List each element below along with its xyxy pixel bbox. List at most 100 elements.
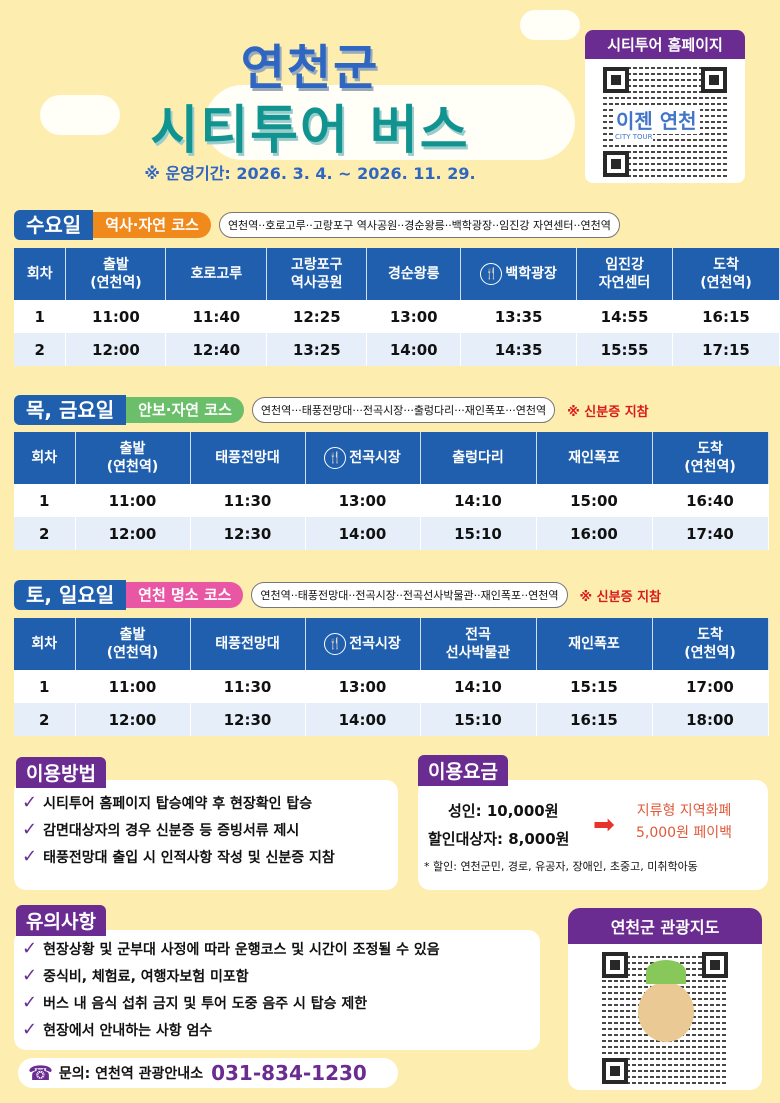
phone-icon: ☎ (28, 1061, 53, 1085)
fees-title: 이용요금 (418, 755, 508, 786)
table-cell: 13:00 (305, 484, 421, 517)
check-icon: ✓ (22, 965, 38, 986)
table-cell: 15:55 (576, 333, 674, 366)
column-header: 회차 (14, 248, 67, 300)
table-cell: 15:00 (536, 484, 653, 517)
table-cell: 11:00 (75, 670, 191, 703)
table-cell: 12:00 (75, 517, 191, 550)
column-header: 도착 (연천역) (652, 432, 769, 484)
column-header: 출발 (연천역) (75, 432, 191, 484)
table-header-row: 회차 출발 (연천역) 태풍전망대 🍴 전곡시장 출렁다리 재인폭포 도착 (연천역) (14, 432, 769, 484)
table-cell: 12:25 (266, 300, 368, 333)
usage-title: 이용방법 (16, 757, 106, 788)
table-row: 2 12:00 12:30 14:00 15:10 16:15 18:00 (14, 703, 769, 736)
notice-item: ✓ 현장에서 안내하는 사항 엄수 (22, 1019, 213, 1040)
notice-item: ✓ 중식비, 체험료, 여행자보험 미포함 (22, 965, 249, 986)
mascot-sprout (646, 960, 686, 984)
table-cell: 14:10 (420, 484, 537, 517)
schedule-table: 회차 출발 (연천역) 태풍전망대 🍴 전곡시장 출렁다리 재인폭포 도착 (연천역) 1 11:… (14, 432, 769, 550)
column-header: 도착 (연천역) (672, 248, 780, 300)
table-cell: 15:15 (536, 670, 653, 703)
table-row: 1 11:00 11:30 13:00 14:10 15:00 16:40 (14, 484, 769, 517)
column-header: 도착 (연천역) (652, 618, 769, 670)
mascot-image (638, 982, 694, 1042)
table-cell: 16:15 (672, 300, 780, 333)
table-cell: 13:00 (366, 300, 462, 333)
payback-info: 지류형 지역화폐 5,000원 페이백 (636, 803, 733, 841)
table-cell: 18:00 (652, 703, 769, 736)
table-cell: 16:00 (536, 517, 653, 550)
table-cell: 11:30 (190, 484, 306, 517)
table-cell: 14:00 (366, 333, 462, 366)
title-line1: 연천군 (240, 40, 380, 96)
table-header-row: 회차 출발 (연천역) 태풍전망대 🍴 전곡시장 전곡 선사박물관 재인폭포 도착 (연천역) (14, 618, 769, 670)
column-header: 출렁다리 (420, 432, 537, 484)
contact-phone[interactable]: 031-834-1230 (211, 1061, 367, 1085)
check-icon: ✓ (22, 992, 38, 1013)
table-cell: 15:10 (420, 517, 537, 550)
column-header: 출발 (연천역) (65, 248, 167, 300)
table-cell: 12:40 (165, 333, 268, 366)
map-qr-label: 연천군 관광지도 (568, 908, 762, 944)
column-header: 회차 (14, 432, 76, 484)
discount-note: * 할인: 연천군민, 경로, 유공자, 장애인, 초중고, 미취학아동 (424, 860, 698, 873)
column-header: 전곡 선사박물관 (420, 618, 537, 670)
qr-code[interactable] (602, 952, 728, 1084)
usage-box: ✓ 시티투어 홈페이지 탑승예약 후 현장확인 탑승 ✓ 감면대상자의 경우 신분증… (14, 780, 398, 890)
table-cell: 13:00 (305, 670, 421, 703)
table-cell: 1 (14, 300, 67, 333)
table-cell: 1 (14, 484, 76, 517)
table-cell: 12:30 (190, 517, 306, 550)
table-cell: 13:35 (460, 300, 578, 333)
table-cell: 17:00 (652, 670, 769, 703)
table-cell: 2 (14, 703, 76, 736)
meal-icon: 🍴 (480, 263, 503, 285)
table-cell: 11:30 (190, 670, 306, 703)
city-logo: 이젠 연천 (613, 105, 700, 134)
operation-period: ※ 운영기간: 2026. 3. 4. ~ 2026. 11. 29. (144, 164, 476, 183)
route-description: 연천역··호로고루··고랑포구 역사공원··경순왕릉··백학광장··임진강 자연… (218, 212, 620, 238)
day-label: 수요일 (14, 210, 94, 240)
table-row: 1 11:00 11:40 12:25 13:00 13:35 14:55 16:15 (14, 300, 780, 333)
notices-box: ✓ 현장상황 및 군부대 사정에 따라 운행코스 및 시간이 조정될 수 있음 ✓… (14, 930, 540, 1050)
qr-code[interactable]: 이젠 연천 CITY TOUR (603, 67, 727, 177)
table-cell: 11:40 (165, 300, 268, 333)
column-header: 태풍전망대 (190, 618, 306, 670)
cloud-decoration (520, 10, 580, 40)
check-icon: ✓ (22, 846, 38, 867)
day-label: 토, 일요일 (14, 580, 127, 610)
usage-item: ✓ 시티투어 홈페이지 탑승예약 후 현장확인 탑승 (22, 792, 313, 813)
column-header: 고랑포구 역사공원 (266, 248, 368, 300)
column-header: 🍴 전곡시장 (305, 432, 421, 484)
course-badge: 안보·자연 코스 (126, 397, 244, 423)
table-cell: 2 (14, 517, 76, 550)
day-label: 목, 금요일 (14, 395, 127, 425)
table-cell: 11:00 (65, 300, 167, 333)
meal-icon: 🍴 (324, 447, 347, 469)
column-header: 임진강 자연센터 (576, 248, 674, 300)
table-row: 1 11:00 11:30 13:00 14:10 15:15 17:00 (14, 670, 769, 703)
usage-item: ✓ 태풍전망대 출입 시 인적사항 작성 및 신분증 지참 (22, 846, 335, 867)
table-cell: 17:40 (652, 517, 769, 550)
course-badge: 연천 명소 코스 (126, 582, 244, 608)
column-header: 경순왕릉 (366, 248, 462, 300)
cloud-decoration (205, 85, 575, 160)
notice-item: ✓ 버스 내 음식 섭취 금지 및 투어 도중 음주 시 탑승 제한 (22, 992, 368, 1013)
table-cell: 1 (14, 670, 76, 703)
check-icon: ✓ (22, 792, 38, 813)
schedule-header: 수요일 역사·자연 코스 연천역··호로고루··고랑포구 역사공원··경순왕릉··백… (14, 210, 620, 240)
adult-fee: 성인: 10,000원 (448, 802, 559, 820)
table-cell: 12:00 (75, 703, 191, 736)
id-required-note: ※ 신분증 지참 (567, 404, 649, 420)
homepage-qr-card[interactable]: 시티투어 홈페이지 이젠 연천 CITY TOUR (585, 30, 745, 183)
column-header: 🍴 백학광장 (460, 248, 578, 300)
usage-item: ✓ 감면대상자의 경우 신분증 등 증빙서류 제시 (22, 819, 300, 840)
title-line2: 시티투어 버스 (150, 101, 470, 161)
column-header: 호로고루 (165, 248, 268, 300)
column-header: 재인폭포 (536, 432, 653, 484)
map-qr-card[interactable]: 연천군 관광지도 (568, 908, 762, 1090)
table-cell: 14:35 (460, 333, 578, 366)
id-required-note: ※ 신분증 지참 (579, 589, 662, 605)
column-header: 재인폭포 (536, 618, 653, 670)
homepage-qr-label: 시티투어 홈페이지 (585, 30, 745, 59)
